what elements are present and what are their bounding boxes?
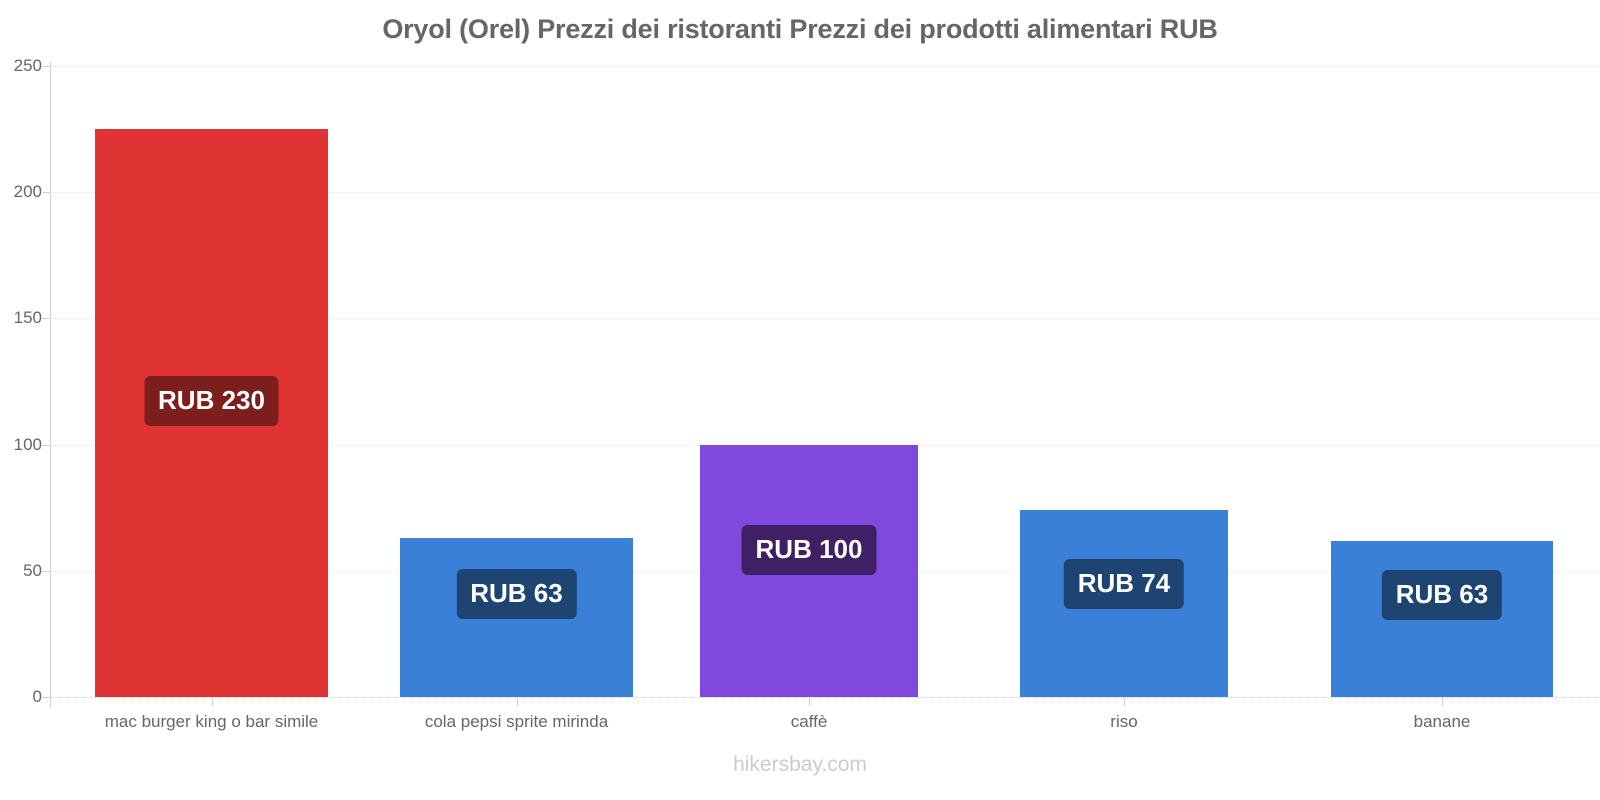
chart-title: Oryol (Orel) Prezzi dei ristoranti Prezz… (382, 14, 1218, 44)
x-tick-mark-4 (1124, 697, 1125, 706)
x-tick-label-4: riso (1110, 712, 1138, 731)
y-tick-label: 200 (13, 182, 42, 202)
plot-area: 0 50 100 150 200 250 RUB 230 RUB 63 RUB 100 RUB 7… (14, 56, 1600, 706)
bar-3[interactable]: RUB 100 (700, 444, 918, 697)
bar-value-label-2: RUB 63 (456, 569, 577, 619)
y-tick-mark (42, 697, 50, 698)
bar-5[interactable]: RUB 63 (1331, 540, 1553, 697)
y-tick-label: 250 (13, 56, 42, 75)
x-tick-label-2: cola pepsi sprite mirinda (424, 712, 609, 731)
bar-1[interactable]: RUB 230 (95, 129, 328, 697)
x-tick-label-5: banane (1413, 712, 1471, 731)
x-tick-mark-3 (809, 697, 810, 706)
gridline-150 (50, 318, 1600, 320)
y-tick-mark (42, 192, 50, 194)
y-tick-label: 0 (32, 687, 42, 706)
bar-value-label-3: RUB 100 (741, 525, 877, 575)
bar-value-label-4: RUB 74 (1063, 559, 1185, 609)
gridline-250 (50, 66, 1600, 67)
y-tick-mark (42, 318, 50, 320)
y-tick-label: 50 (23, 560, 42, 580)
y-tick-label: 150 (13, 308, 42, 328)
bar-value-label-5: RUB 63 (1381, 570, 1503, 620)
x-tick-label-1: mac burger king o bar simile (104, 712, 319, 731)
y-tick-label: 100 (13, 434, 42, 454)
bar-4[interactable]: RUB 74 (1020, 510, 1228, 697)
x-tick-label-3: caffè (790, 712, 828, 731)
x-tick-mark-2 (516, 697, 518, 706)
x-axis-line (50, 697, 1600, 698)
gridline-200 (50, 192, 1600, 194)
footer-credit: hikersbay.com (733, 753, 867, 776)
x-tick-mark-5 (1442, 697, 1443, 706)
y-tick-mark (42, 66, 50, 67)
y-axis-line (50, 62, 51, 708)
y-tick-mark (42, 570, 50, 572)
y-tick-mark (42, 444, 50, 446)
bar-value-label-1: RUB 230 (144, 376, 279, 426)
bar-2[interactable]: RUB 63 (400, 538, 633, 697)
x-tick-mark-1 (211, 697, 213, 706)
